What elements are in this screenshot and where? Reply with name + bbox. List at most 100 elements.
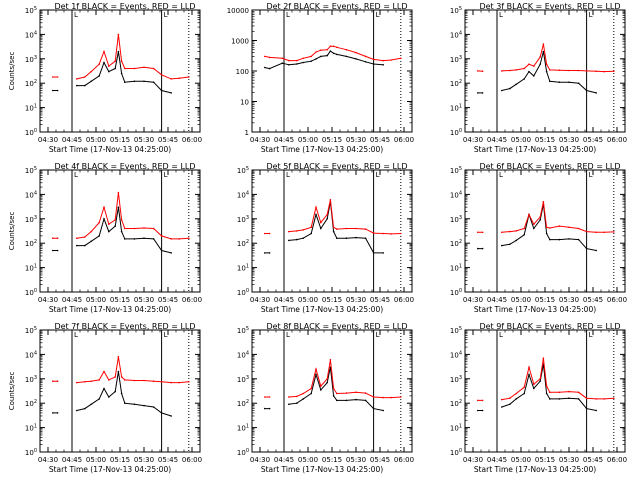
data-point-lld [355, 227, 357, 230]
x-tick-label: 04:30 [250, 296, 270, 304]
y-tick-exponent: 3 [246, 215, 249, 221]
data-point-events [320, 55, 322, 58]
data-point-lld [539, 378, 541, 380]
data-point-events [539, 219, 541, 221]
data-point-lld [188, 76, 190, 78]
data-point-lld [549, 69, 551, 71]
x-tick-label: 04:30 [250, 136, 270, 144]
chart-title: Det 8f BLACK = Events, RED = LLD [266, 322, 407, 331]
data-point-events [133, 403, 136, 406]
y-tick-label: 102 [25, 79, 37, 88]
data-point-lld [515, 230, 517, 232]
y-tick-label: 102 [450, 399, 462, 408]
data-point-events [108, 70, 110, 73]
data-point-lld [103, 370, 105, 373]
data-point-lld [545, 385, 548, 387]
data-point-events [264, 66, 266, 69]
data-point-events [477, 247, 479, 250]
data-point-events [52, 89, 54, 92]
time-marker-flag: L [376, 331, 380, 339]
x-tick-label: 04:30 [463, 296, 483, 304]
data-point-events [481, 409, 484, 412]
data-point-lld [345, 392, 348, 394]
data-point-lld [364, 55, 367, 58]
y-tick-label: 100 [236, 68, 249, 76]
y-tick-label: 104 [450, 350, 462, 359]
plot-frame [39, 329, 201, 453]
data-point-events [515, 239, 517, 242]
data-point-lld [124, 67, 126, 70]
data-point-events [281, 62, 284, 64]
data-point-lld [509, 69, 511, 72]
data-point-lld [315, 51, 317, 53]
series-line-events [477, 51, 597, 94]
y-tick-label: 101 [25, 264, 37, 273]
data-point-events [124, 238, 126, 240]
data-point-events [268, 67, 271, 70]
y-tick-label: 105 [25, 6, 37, 15]
data-point-lld [326, 378, 329, 380]
data-point-events [577, 238, 580, 241]
data-point-lld [264, 396, 266, 398]
y-tick-label: 104 [450, 190, 462, 199]
data-point-lld [114, 60, 116, 62]
time-marker-flag: L [499, 331, 503, 339]
x-tick-label: 05:30 [134, 296, 154, 304]
data-point-events [133, 80, 136, 83]
x-tick-label: 05:45 [158, 136, 178, 144]
data-point-events [56, 249, 59, 252]
data-point-lld [120, 219, 123, 221]
data-point-lld [315, 206, 317, 208]
x-axis-label: Start Time (17-Nov-13 04:25:00) [49, 305, 171, 314]
y-tick-label: 102 [450, 79, 462, 88]
x-tick-label: 06:00 [394, 456, 414, 464]
data-point-events [84, 244, 86, 247]
data-point-events [558, 238, 561, 241]
y-tick-label: 103 [25, 215, 37, 224]
x-tick-label: 04:30 [38, 136, 58, 144]
y-tick-exponent: 0 [34, 448, 37, 454]
data-point-lld [170, 381, 172, 384]
y-tick-label: 103 [25, 375, 37, 384]
data-point-lld [310, 55, 313, 58]
data-point-lld [355, 51, 357, 54]
data-point-events [114, 67, 116, 70]
data-point-lld [613, 231, 615, 233]
data-point-events [302, 237, 305, 239]
data-point-lld [320, 49, 322, 51]
x-tick-label: 04:45 [487, 296, 507, 304]
data-point-events [84, 84, 86, 87]
y-tick-label: 101 [237, 424, 249, 433]
data-point-lld [108, 65, 110, 67]
x-tick-label: 05:30 [559, 296, 579, 304]
data-point-lld [98, 379, 100, 381]
data-point-events [76, 244, 78, 247]
data-point-lld [382, 396, 385, 399]
y-tick-exponent: 2 [34, 79, 37, 85]
y-tick-label: 101 [450, 264, 462, 273]
chart-panel: Det 6f BLACK = Events, RED = LLD10010110… [450, 162, 627, 314]
data-point-events [117, 206, 120, 208]
data-point-lld [345, 48, 348, 51]
chart-panel: Det 8f BLACK = Events, RED = LLD10010110… [237, 322, 414, 474]
data-point-events [98, 398, 100, 400]
data-point-lld [481, 70, 484, 72]
data-point-events [117, 370, 120, 373]
series-line-lld [52, 34, 189, 80]
data-point-lld [288, 396, 290, 398]
data-point-events [302, 398, 305, 400]
y-tick-exponent: 5 [459, 6, 462, 12]
data-point-lld [120, 60, 123, 62]
data-point-events [152, 406, 155, 408]
data-point-events [103, 218, 105, 220]
x-axis-label: Start Time (17-Nov-13 04:25:00) [261, 305, 383, 314]
chart-panel: Det 3f BLACK = Events, RED = LLD10010110… [450, 2, 627, 154]
data-point-lld [603, 398, 605, 400]
data-point-events [509, 87, 511, 90]
y-tick-exponent: 2 [459, 79, 462, 85]
data-point-events [372, 407, 375, 410]
data-point-lld [613, 397, 615, 400]
x-tick-label: 06:00 [607, 136, 627, 144]
y-tick-label: 104 [450, 30, 462, 39]
